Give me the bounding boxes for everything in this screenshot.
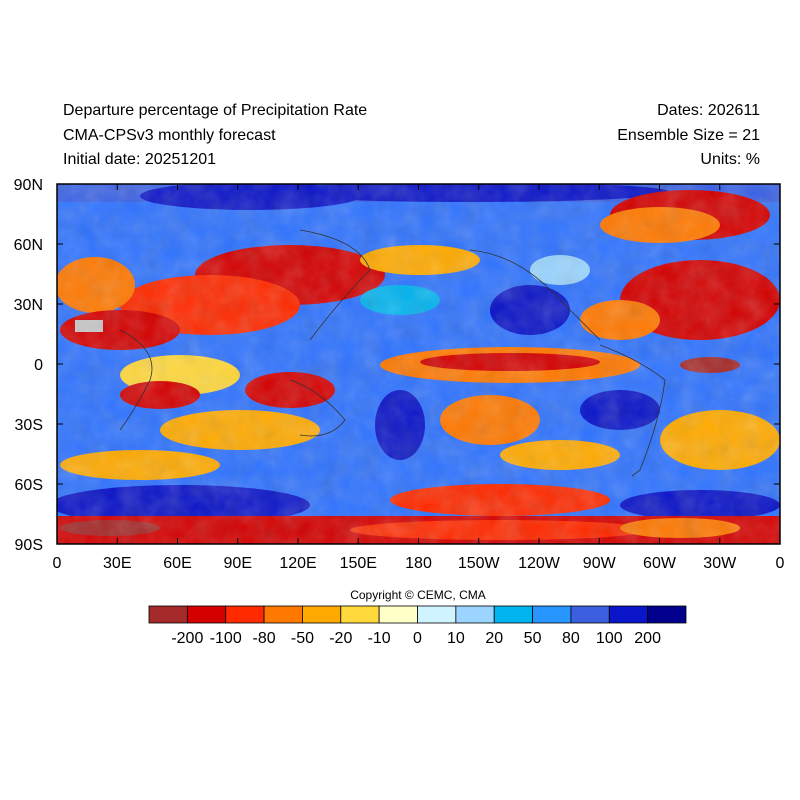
colorbar-swatch [647, 605, 687, 624]
colorbar-label: -10 [368, 630, 391, 647]
lon-label: 150W [458, 555, 501, 572]
lat-label: 60S [15, 477, 43, 494]
lon-label: 0 [776, 555, 785, 572]
colorbar-swatch [493, 605, 533, 624]
lon-label: 120W [518, 555, 561, 572]
lon-label: 30E [103, 555, 131, 572]
lat-label: 90N [14, 177, 43, 194]
colorbar-label: 10 [447, 630, 465, 647]
longitude-labels: 0 30E 60E 90E 120E 150E 180 150W 120W 90W 60W 30W 0 [53, 555, 785, 572]
colorbar-swatch [340, 605, 380, 624]
colorbar-swatch [532, 605, 572, 624]
colorbar-label: 20 [485, 630, 503, 647]
colorbar-swatch [570, 605, 610, 624]
colorbar-swatch [378, 605, 418, 624]
lon-label: 60W [643, 555, 677, 572]
colorbar-label: 0 [413, 630, 422, 647]
lat-label: 30S [15, 417, 43, 434]
colorbar-label: -100 [210, 630, 242, 647]
colorbar-swatch [417, 605, 457, 624]
colorbar [148, 605, 687, 624]
chart-title: Departure percentage of Precipitation Ra… [63, 102, 368, 119]
latitude-labels: 90N 60N 30N 0 30S 60S 90S [14, 177, 43, 554]
lon-label: 180 [405, 555, 432, 572]
colorbar-label: -200 [171, 630, 203, 647]
colorbar-swatch [225, 605, 265, 624]
ensemble-size: Ensemble Size = 21 [617, 127, 760, 144]
colorbar-swatch [455, 605, 495, 624]
units-label: Units: % [700, 151, 760, 168]
lon-label: 60E [163, 555, 191, 572]
lon-label: 120E [279, 555, 316, 572]
map-field [57, 184, 780, 544]
lat-label: 30N [14, 297, 43, 314]
initial-date: Initial date: 20251201 [63, 151, 217, 168]
colorbar-label: -50 [291, 630, 314, 647]
colorbar-labels: -200 -100 -80 -50 -20 -10 0 10 20 50 80 100 200 [171, 630, 661, 647]
colorbar-label: 200 [634, 630, 661, 647]
colorbar-swatch [186, 605, 227, 624]
axis-ticks [56, 183, 781, 545]
colorbar-label: 50 [524, 630, 542, 647]
colorbar-label: -20 [329, 630, 352, 647]
lat-label: 60N [14, 237, 43, 254]
colorbar-label: 100 [596, 630, 623, 647]
colorbar-label: -80 [253, 630, 276, 647]
lon-label: 90W [583, 555, 617, 572]
model-name: CMA-CPSv3 monthly forecast [63, 127, 276, 144]
forecast-dates: Dates: 202611 [657, 102, 760, 119]
colorbar-swatch [263, 605, 303, 624]
lon-label: 0 [53, 555, 62, 572]
colorbar-swatch [608, 605, 649, 624]
lat-label: 0 [34, 357, 43, 374]
lon-label: 90E [224, 555, 252, 572]
lon-label: 150E [340, 555, 377, 572]
copyright-text: Copyright © CEMC, CMA [350, 588, 486, 602]
colorbar-label: 80 [562, 630, 580, 647]
colorbar-swatch [302, 605, 342, 624]
colorbar-swatch [148, 605, 188, 624]
lon-label: 30W [703, 555, 737, 572]
lat-label: 90S [15, 537, 43, 554]
